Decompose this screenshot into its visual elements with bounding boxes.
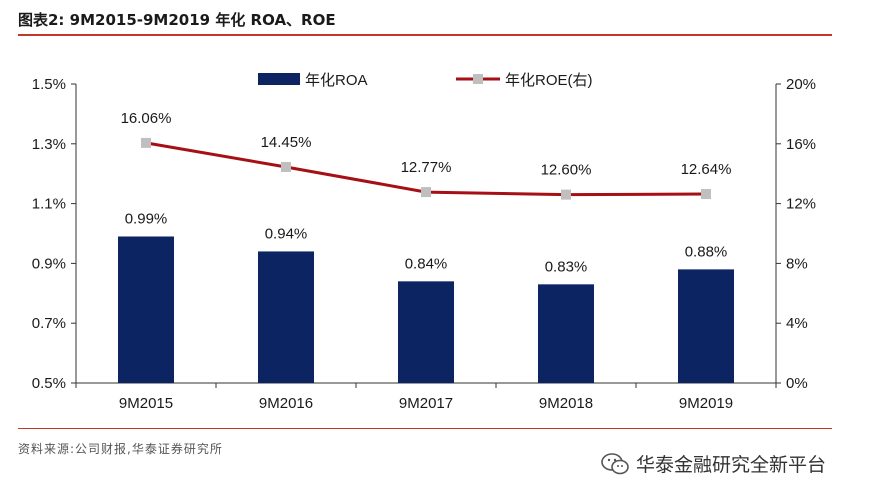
legend-roa-label: 年化ROA [305,72,368,89]
left-tick-label: 0.5% [32,375,66,392]
right-tick-label: 12% [786,196,816,213]
right-tick-label: 4% [786,315,808,332]
source-divider [18,428,832,429]
roe-data-label: 12.64% [681,161,732,178]
roe-line-series: 16.06% 14.45% 12.77% 12.60% 12.64% [121,110,732,200]
roe-marker [701,189,711,200]
roa-bar [678,269,734,383]
legend-roa-swatch [258,73,300,85]
roa-bar [398,281,454,383]
x-tick-label: 9M2015 [119,395,173,412]
roa-bar [258,251,314,383]
roe-data-label: 12.77% [401,159,452,176]
right-tick-label: 20% [786,76,816,93]
watermark-text: 华泰金融研究全新平台 [636,454,827,476]
x-tick-label: 9M2018 [539,395,593,412]
roa-data-label: 0.83% [545,258,588,275]
roa-bar [538,284,594,383]
source-note: 资料来源:公司财报,华泰证券研究所 [18,442,223,456]
legend-roe-marker [473,74,483,84]
roe-data-label: 16.06% [121,110,172,127]
legend-roe-label: 年化ROE(右) [505,72,593,89]
roe-data-label: 12.60% [541,162,592,179]
axes: 0.5% 0.7% 0.9% 1.1% 1.3% 1.5% 0% 4% 8% 12% 16% 20% 9… [32,76,816,412]
title-divider [18,34,832,36]
right-tick-label: 0% [786,375,808,392]
left-tick-label: 1.1% [32,196,66,213]
roe-marker [561,189,571,200]
watermark: 华泰金融研究全新平台 [600,450,826,477]
right-tick-label: 8% [786,255,808,272]
roe-data-label: 14.45% [261,134,312,151]
roa-data-label: 0.88% [685,243,728,260]
chart-title: 图表2: 9M2015-9M2019 年化 ROA、ROE [18,11,336,29]
x-tick-label: 9M2017 [399,395,453,412]
left-tick-label: 0.9% [32,255,66,272]
left-tick-label: 1.3% [32,136,66,153]
roe-marker [281,161,291,172]
roa-data-label: 0.84% [405,255,448,272]
roe-marker [421,187,431,198]
roe-marker [141,137,151,148]
roa-data-label: 0.99% [125,210,168,227]
wechat-icon [601,452,629,474]
roa-data-label: 0.94% [265,225,308,242]
roa-bar [118,236,174,383]
right-tick-label: 16% [786,136,816,153]
left-tick-label: 0.7% [32,315,66,332]
legend: 年化ROA 年化ROE(右) [258,72,593,89]
x-tick-label: 9M2016 [259,395,313,412]
x-tick-label: 9M2019 [679,395,733,412]
bars: 0.99% 0.94% 0.84% 0.83% 0.88% [118,210,734,383]
left-tick-label: 1.5% [32,76,66,93]
